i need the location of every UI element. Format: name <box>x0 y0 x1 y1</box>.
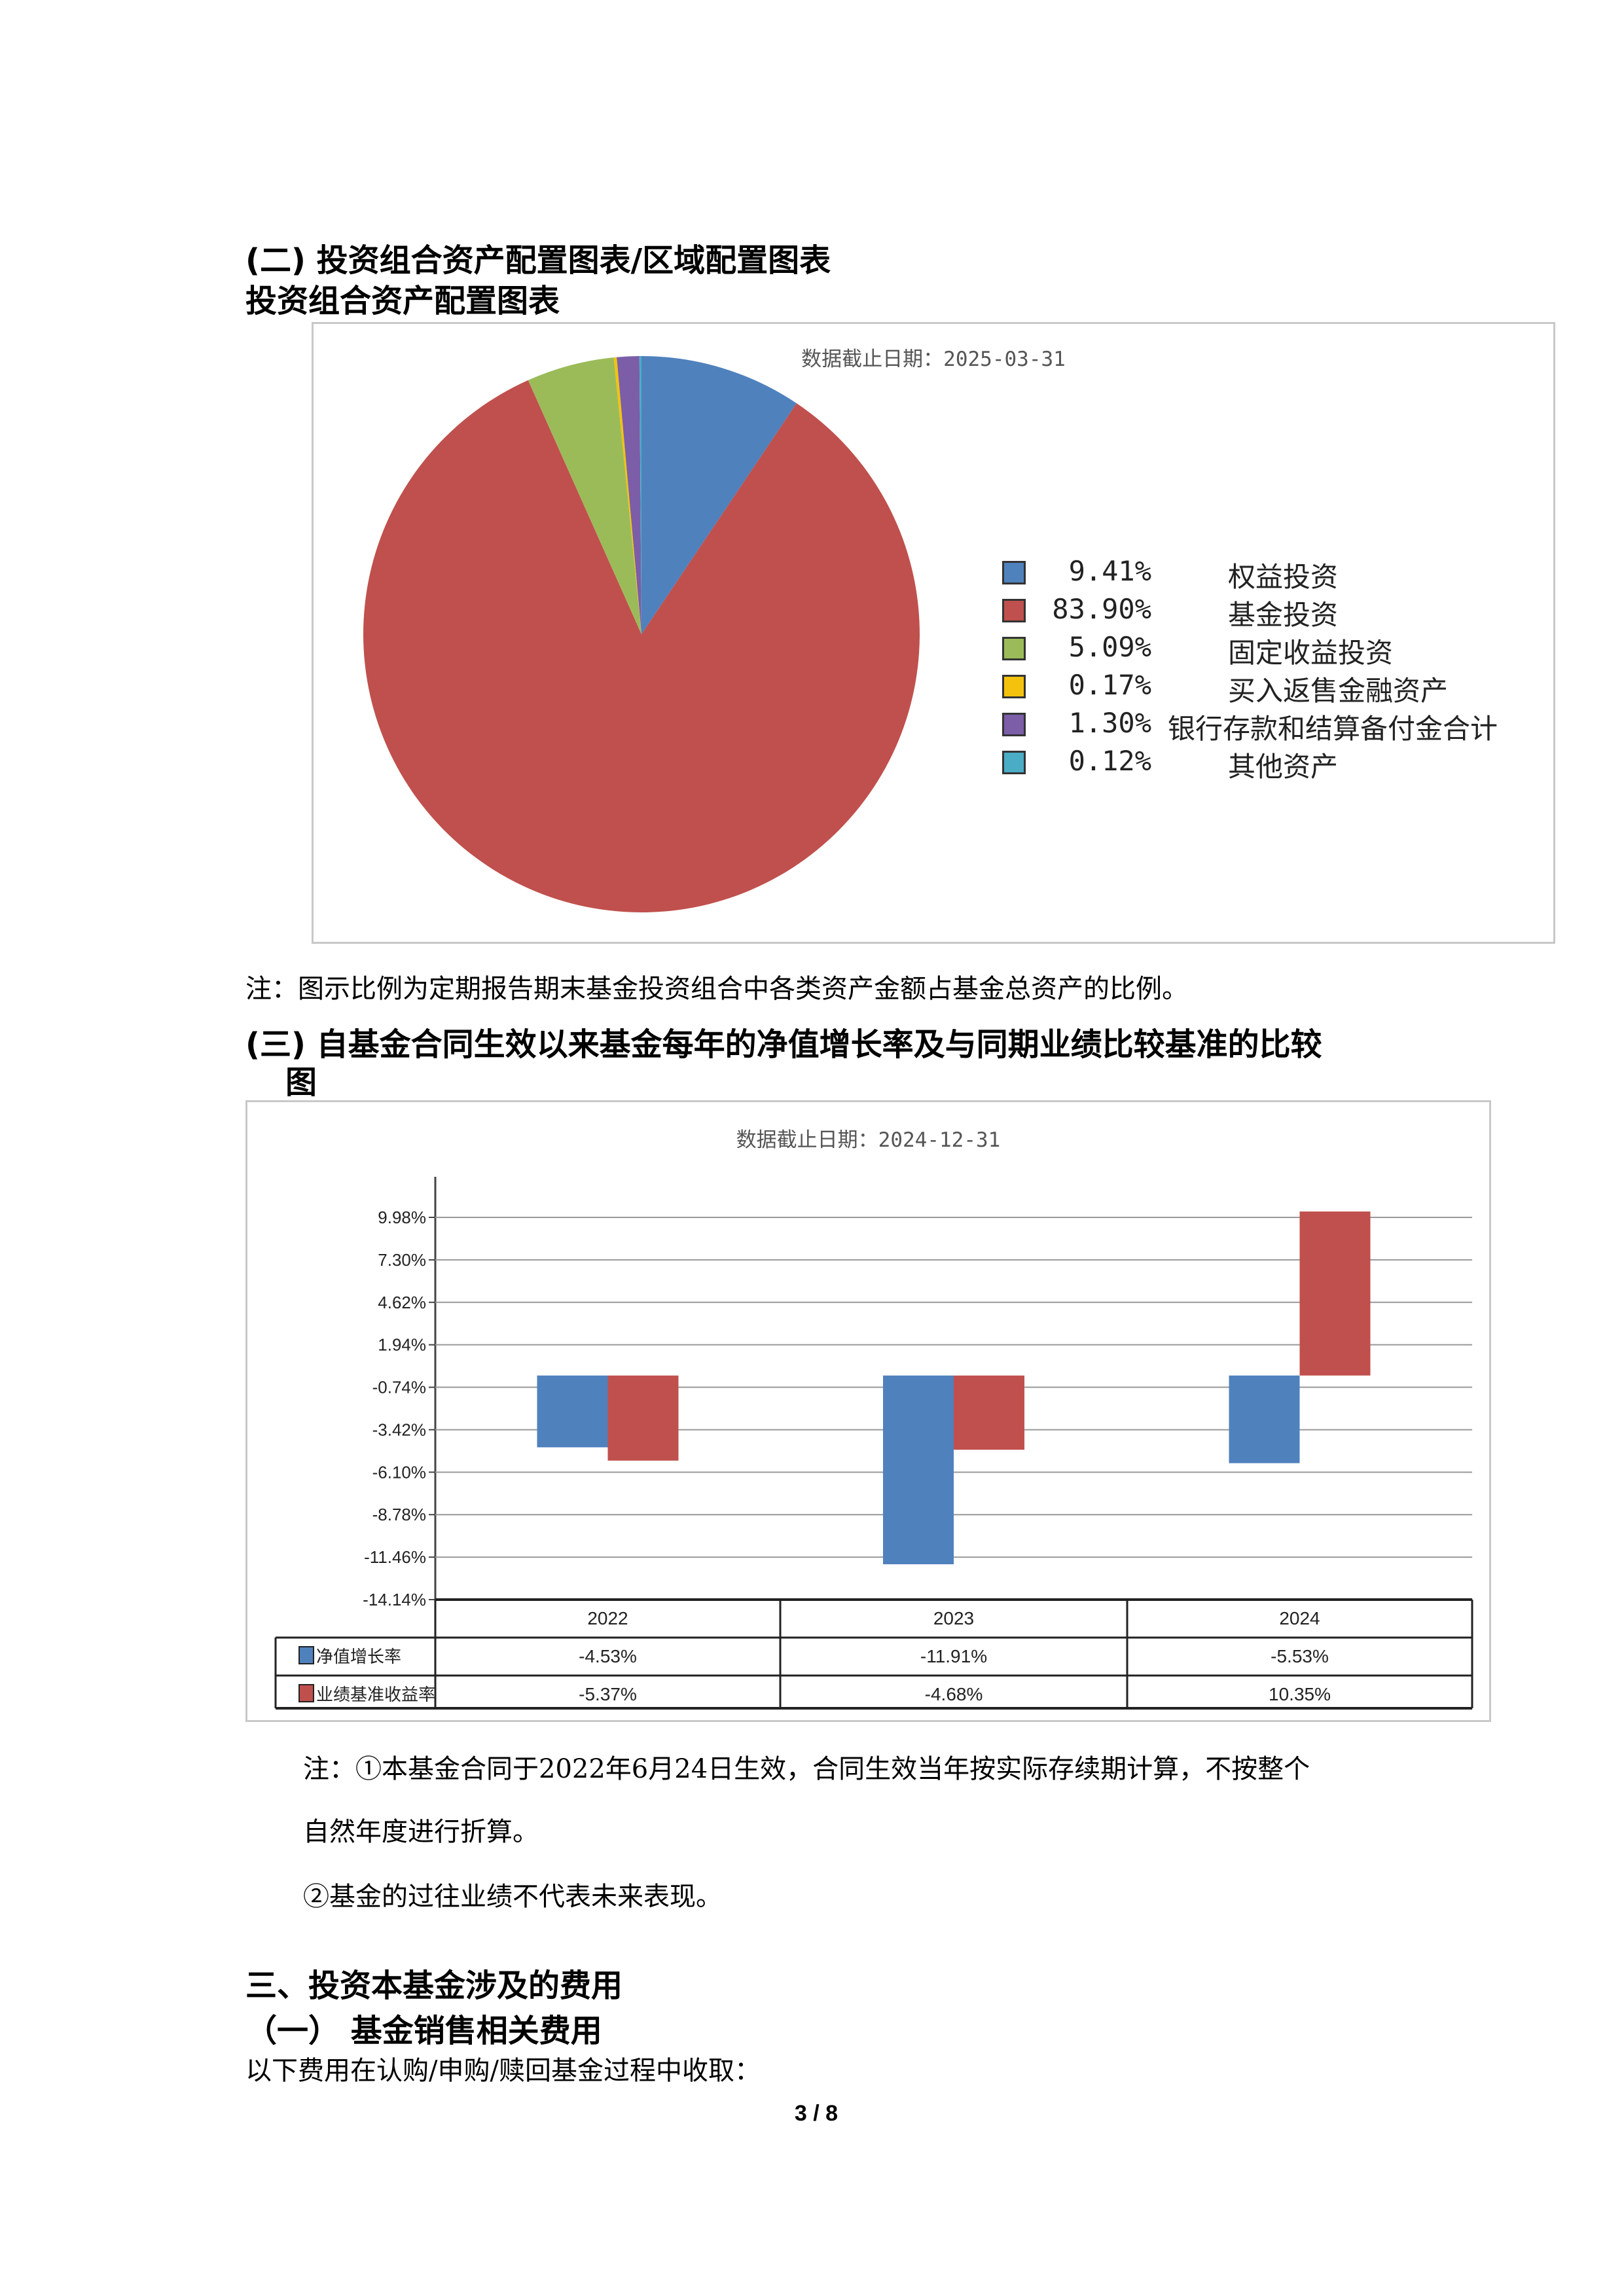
value-label: -4.53% <box>579 1646 637 1666</box>
series-name: 业绩基准收益率 <box>316 1685 435 1704</box>
legend-swatch <box>1002 561 1026 584</box>
legend-percent: 0.12% <box>1068 745 1151 777</box>
pie-slice <box>641 356 797 634</box>
legend-percent: 1.30% <box>1068 707 1151 739</box>
fees-intro: 以下费用在认购/申购/赎回基金过程中收取： <box>245 2056 761 2086</box>
bar-nav-growth <box>883 1375 954 1565</box>
value-label: -5.37% <box>579 1684 637 1704</box>
y-tick-label: 9.98% <box>378 1208 426 1227</box>
value-label: -4.68% <box>925 1684 983 1704</box>
page-number: 3 / 8 <box>794 2101 839 2126</box>
pie-slice <box>613 357 641 634</box>
y-tick-label: -0.74% <box>372 1378 426 1397</box>
legend-label: 银行存款和结算备付金合计 <box>1168 713 1498 745</box>
legend-label: 基金投资 <box>1228 599 1339 631</box>
y-tick-label: 7.30% <box>378 1250 426 1270</box>
section-heading-performance-cont: 图 <box>285 1064 317 1101</box>
series-name: 净值增长率 <box>316 1647 401 1666</box>
section-heading-performance: (三) 自基金合同生效以来基金每年的净值增长率及与同期业绩比较基准的比较 <box>245 1026 1322 1063</box>
legend-swatch <box>1002 599 1026 622</box>
series-swatch <box>298 1646 314 1664</box>
y-tick-label: -6.10% <box>372 1462 426 1482</box>
y-tick-label: -11.46% <box>364 1547 426 1567</box>
legend-swatch <box>1002 751 1026 774</box>
section-heading-allocation: (二) 投资组合资产配置图表/区域配置图表 <box>245 242 831 279</box>
legend-swatch <box>1002 713 1026 736</box>
bar-benchmark <box>1299 1211 1371 1376</box>
pie-chart-title: 投资组合资产配置图表 <box>245 283 560 319</box>
category-label: 2023 <box>933 1608 974 1628</box>
legend-label: 其他资产 <box>1228 751 1339 783</box>
category-label: 2024 <box>1279 1608 1320 1628</box>
bar-note-1: 注：①本基金合同于2022年6月24日生效，合同生效当年按实际存续期计算，不按整… <box>303 1754 1310 1784</box>
pie-slice <box>639 356 641 634</box>
legend-swatch <box>1002 675 1026 698</box>
pie-slice <box>363 380 920 912</box>
series-swatch <box>298 1684 314 1702</box>
bar-date-label: 数据截止日期：2024-12-31 <box>736 1128 1001 1152</box>
bar-note-2: 自然年度进行折算。 <box>303 1817 539 1847</box>
legend-label: 权益投资 <box>1228 561 1339 593</box>
pie-slice <box>528 357 641 634</box>
legend-label: 买入返售金融资产 <box>1228 675 1449 707</box>
y-tick-label: -8.78% <box>372 1505 426 1524</box>
subsection-one-title: （一） 基金销售相关费用 <box>245 2013 602 2049</box>
value-label: -11.91% <box>920 1646 987 1666</box>
legend-label: 固定收益投资 <box>1228 637 1394 669</box>
pie-note: 注：图示比例为定期报告期末基金投资组合中各类资产金额占基金总资产的比例。 <box>245 974 1188 1004</box>
legend-percent: 9.41% <box>1068 555 1151 587</box>
pie-chart <box>363 356 920 912</box>
pie-date-label: 数据截止日期：2025-03-31 <box>801 348 1066 371</box>
y-tick-label: -3.42% <box>372 1420 426 1439</box>
bar-chart-frame: 数据截止日期：2024-12-31 9.98% 7.30% 4.62% 1.94% -0… <box>245 1100 1491 1722</box>
section-three-title: 三、投资本基金涉及的费用 <box>245 1967 623 2004</box>
bar-note-3: ②基金的过往业绩不代表未来表现。 <box>303 1882 722 1912</box>
y-tick-label: 1.94% <box>378 1335 426 1355</box>
value-label: -5.53% <box>1271 1646 1329 1666</box>
bar-nav-growth <box>537 1375 608 1448</box>
category-label: 2022 <box>587 1608 628 1628</box>
bar-chart: 9.98% 7.30% 4.62% 1.94% -0.74% -3.42% -6.10% -8… <box>274 1177 1473 1710</box>
bar-nav-growth <box>1229 1375 1300 1463</box>
y-tick-label: -14.14% <box>363 1590 426 1609</box>
pie-chart-frame: 数据截止日期：2025-03-31 9.41% 权益投资 83.90% 基金投资 5.0… <box>312 322 1555 944</box>
legend-percent: 0.17% <box>1068 669 1151 701</box>
legend-percent: 83.90% <box>1052 593 1151 625</box>
bar-benchmark <box>607 1375 679 1461</box>
value-label: 10.35% <box>1269 1684 1331 1704</box>
legend-percent: 5.09% <box>1068 631 1151 663</box>
bar-benchmark <box>954 1375 1024 1450</box>
legend-swatch <box>1002 637 1026 660</box>
y-tick-label: 4.62% <box>378 1293 426 1312</box>
pie-slice <box>617 356 641 634</box>
